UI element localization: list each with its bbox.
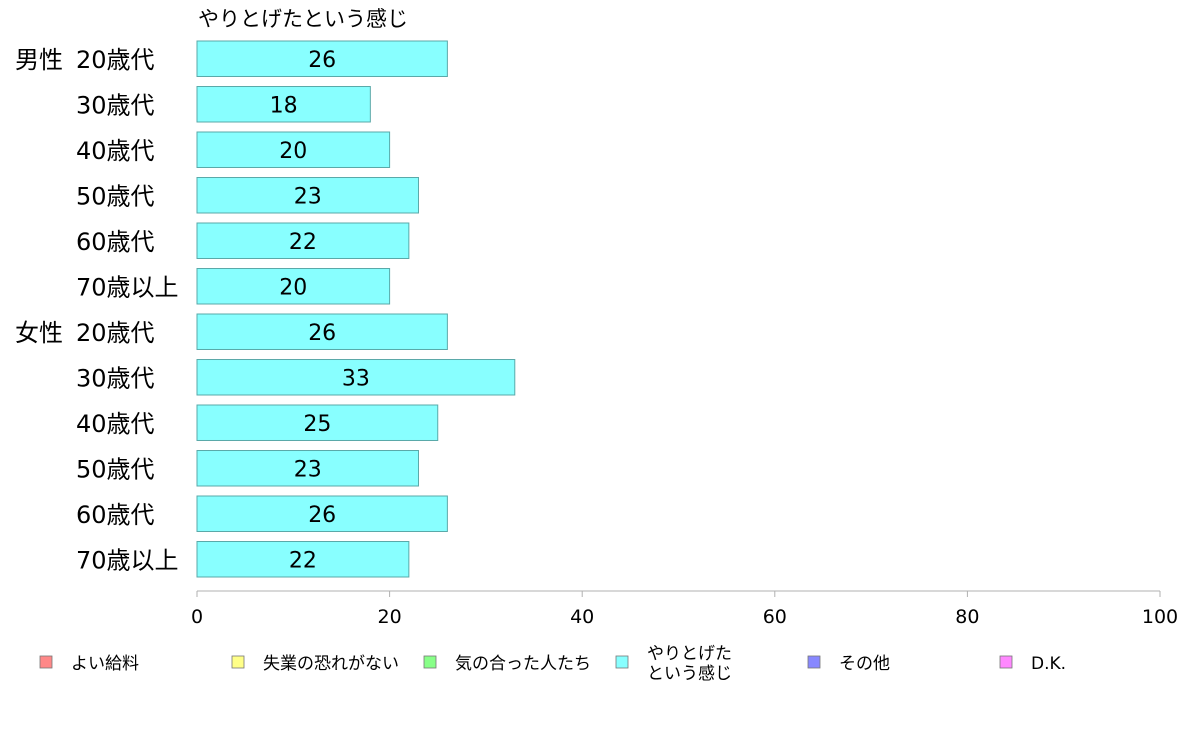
category-label: 30歳代 xyxy=(76,91,155,119)
legend-label: よい給料 xyxy=(71,654,139,674)
legend-label: 失業の恐れがない xyxy=(263,654,399,674)
legend-swatch xyxy=(615,655,629,669)
data-label: 20 xyxy=(279,139,307,164)
data-label: 26 xyxy=(308,503,336,528)
data-label: 20 xyxy=(279,275,307,300)
chart-title: やりとげたという感じ xyxy=(198,7,408,31)
group-label: 男性 xyxy=(15,46,63,74)
legend: よい給料 失業の恐れがない 気の合った人たち やりとげたという感じ その他 D.K. xyxy=(39,644,1066,684)
legend-swatch xyxy=(39,655,53,669)
category-label: 20歳代 xyxy=(76,46,155,74)
group-label: 女性 xyxy=(15,319,63,347)
data-label: 33 xyxy=(342,366,370,391)
bar xyxy=(196,86,371,123)
x-tick-label: 20 xyxy=(378,606,402,628)
bar xyxy=(196,404,439,441)
bar xyxy=(196,40,448,77)
x-tick-label: 0 xyxy=(191,606,203,628)
category-label: 50歳代 xyxy=(76,182,155,210)
bar xyxy=(196,313,448,350)
data-label: 22 xyxy=(289,548,317,573)
bar xyxy=(196,359,516,396)
bar xyxy=(196,222,410,259)
bar xyxy=(196,131,391,168)
x-tick-label: 100 xyxy=(1142,606,1178,628)
x-tick-label: 60 xyxy=(763,606,787,628)
category-label: 50歳代 xyxy=(76,455,155,483)
category-label: 40歳代 xyxy=(76,410,155,438)
bar xyxy=(196,268,391,305)
row-labels: 20歳代男性30歳代40歳代50歳代60歳代70歳以上20歳代女性30歳代40歳… xyxy=(15,46,179,575)
bar xyxy=(196,450,419,487)
x-axis: 0 20 40 60 80 100 xyxy=(191,590,1178,628)
category-label: 70歳以上 xyxy=(76,546,179,574)
legend-swatch xyxy=(999,655,1013,669)
data-label: 25 xyxy=(303,412,331,437)
bar xyxy=(196,495,448,532)
data-label: 22 xyxy=(289,230,317,255)
data-label: 23 xyxy=(294,184,322,209)
category-label: 60歳代 xyxy=(76,228,155,256)
data-label: 26 xyxy=(308,321,336,346)
legend-swatch xyxy=(423,655,437,669)
category-label: 20歳代 xyxy=(76,319,155,347)
category-label: 60歳代 xyxy=(76,501,155,529)
category-label: 40歳代 xyxy=(76,137,155,165)
legend-swatch xyxy=(807,655,821,669)
legend-swatch xyxy=(231,655,245,669)
legend-label: という感じ xyxy=(647,664,732,684)
data-label: 26 xyxy=(308,48,336,73)
legend-label: やりとげた xyxy=(647,644,732,664)
category-label: 70歳以上 xyxy=(76,273,179,301)
data-label: 18 xyxy=(270,93,298,118)
data-label: 23 xyxy=(294,457,322,482)
bar xyxy=(196,177,419,214)
x-tick-label: 40 xyxy=(570,606,594,628)
legend-label: 気の合った人たち xyxy=(455,654,591,674)
category-label: 30歳代 xyxy=(76,364,155,392)
x-tick-label: 80 xyxy=(955,606,979,628)
legend-label: その他 xyxy=(839,654,890,674)
legend-label: D.K. xyxy=(1031,654,1066,674)
bar xyxy=(196,541,410,578)
